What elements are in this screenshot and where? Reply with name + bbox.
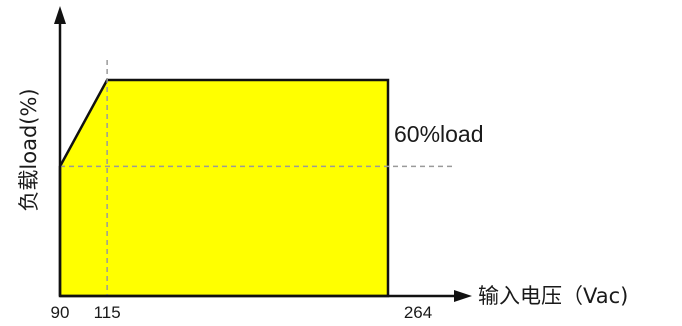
x-axis-arrow-icon [454,290,472,302]
load-region-area [58,78,390,298]
sixty-percent-load-label: 60%load [394,121,484,147]
x-axis-title: 输入电压（Vac) [478,284,628,308]
x-tick-labels: 90 115 264 [51,303,433,322]
y-axis-arrow-icon [54,6,66,24]
x-tick-label: 264 [404,303,432,322]
x-tick-label: 90 [51,303,70,322]
y-axis-title: 负载load(%) [17,88,41,211]
x-tick-label: 115 [94,303,121,322]
